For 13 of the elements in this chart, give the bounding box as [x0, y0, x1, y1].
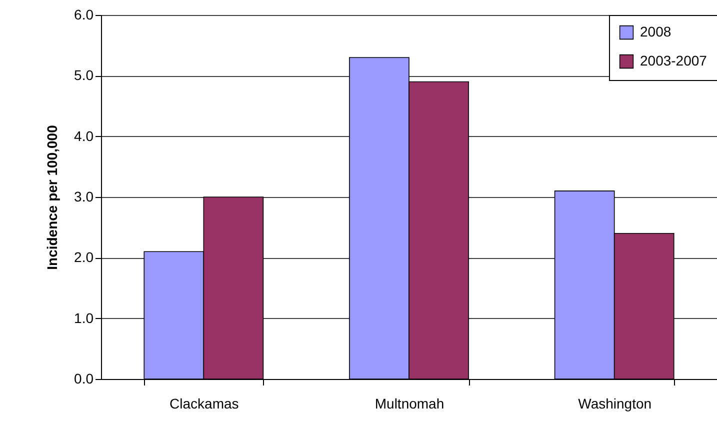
y-tick-label: 0.0	[74, 370, 94, 386]
legend-label: 2008	[640, 24, 672, 40]
x-tick-label: Multnomah	[374, 396, 444, 412]
x-tick-label: Washington	[578, 396, 652, 412]
y-tick-label: 4.0	[74, 128, 94, 144]
x-tick-label: Clackamas	[170, 396, 239, 412]
y-tick-label: 2.0	[74, 249, 94, 266]
legend-label: 2003-2007	[640, 52, 708, 68]
y-axis-title: Incidence per 100,000	[44, 124, 60, 270]
y-tick-label: 5.0	[74, 67, 94, 84]
y-tick-label: 6.0	[74, 6, 94, 22]
y-tick-label: 1.0	[74, 310, 94, 326]
y-tick-label: 3.0	[74, 188, 94, 204]
